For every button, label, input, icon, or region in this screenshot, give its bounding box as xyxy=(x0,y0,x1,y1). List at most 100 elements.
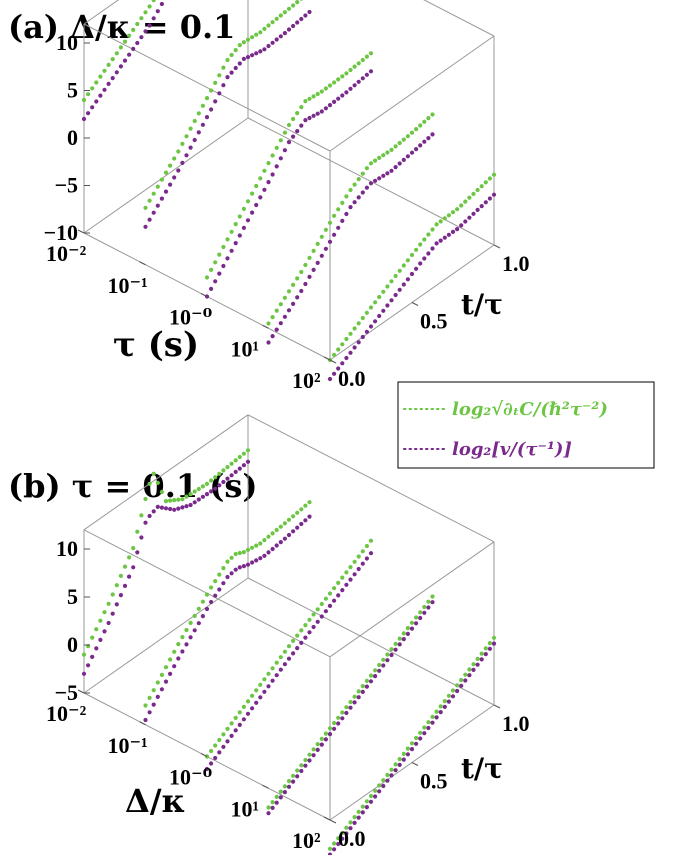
data-point xyxy=(336,841,341,847)
data-point xyxy=(270,531,275,536)
data-point xyxy=(274,145,279,150)
data-point xyxy=(213,80,218,85)
data-point xyxy=(319,89,324,94)
data-point xyxy=(270,805,275,811)
data-point xyxy=(204,115,210,120)
data-point xyxy=(143,10,148,15)
data-point xyxy=(323,246,328,251)
data-point xyxy=(282,536,287,541)
data-point xyxy=(282,30,287,36)
data-point xyxy=(241,206,246,211)
data-point xyxy=(409,150,415,155)
data-point xyxy=(414,147,419,152)
data-point xyxy=(151,210,156,215)
data-point xyxy=(344,710,349,716)
data-point xyxy=(258,556,263,561)
data-point xyxy=(471,662,476,667)
data-point xyxy=(110,611,115,616)
data-point xyxy=(295,0,300,5)
x-tick-mark xyxy=(323,816,331,821)
data-point xyxy=(401,637,406,642)
data-point xyxy=(344,570,349,575)
data-point xyxy=(237,565,242,570)
data-point xyxy=(278,540,283,545)
data-point xyxy=(237,233,242,238)
data-point xyxy=(135,21,140,27)
legend-item-green: log₂√∂ₜC/(ℏ²τ⁻²) xyxy=(403,399,608,420)
data-point xyxy=(315,260,320,265)
data-point xyxy=(196,606,201,611)
data-point xyxy=(418,610,423,615)
data-point xyxy=(229,555,234,560)
data-point xyxy=(459,677,464,683)
data-point xyxy=(340,74,345,79)
data-point xyxy=(368,161,374,166)
data-point xyxy=(217,587,222,592)
data-point xyxy=(237,61,242,66)
data-point xyxy=(196,497,201,502)
data-point xyxy=(147,710,152,715)
data-point xyxy=(278,302,283,307)
data-point xyxy=(332,598,337,603)
data-point xyxy=(368,324,374,329)
data-point xyxy=(467,667,472,672)
data-point xyxy=(344,831,349,836)
data-point xyxy=(225,739,230,744)
data-point xyxy=(250,35,255,40)
data-point xyxy=(172,156,177,161)
data-point xyxy=(336,580,341,586)
data-point xyxy=(266,550,271,555)
y-tick-mark xyxy=(411,762,419,766)
z-tick-label: 5 xyxy=(67,584,78,609)
data-point xyxy=(282,790,287,795)
data-point xyxy=(385,303,390,308)
data-point xyxy=(344,90,349,95)
data-point xyxy=(381,663,386,668)
data-point xyxy=(200,599,205,604)
data-point xyxy=(352,326,357,331)
data-point xyxy=(81,652,87,657)
data-point xyxy=(225,256,230,261)
data-point xyxy=(274,527,279,533)
data-point xyxy=(274,800,279,805)
data-point xyxy=(455,688,460,694)
data-point xyxy=(151,688,156,693)
data-point xyxy=(360,810,365,815)
data-point xyxy=(360,334,365,340)
data-point xyxy=(291,779,296,784)
data-point xyxy=(303,623,308,628)
data-point xyxy=(221,468,226,473)
data-point xyxy=(204,96,210,101)
legend-label-purple: log₂[v/(τ⁻¹)] xyxy=(452,439,572,460)
data-point xyxy=(155,480,160,485)
data-point xyxy=(295,768,300,773)
data-point xyxy=(414,621,419,626)
x-tick-label: 10⁻⁰ xyxy=(169,765,213,790)
data-point xyxy=(159,1,164,7)
data-point xyxy=(151,191,156,196)
data-point xyxy=(463,199,468,204)
data-point xyxy=(373,668,378,673)
box-edge xyxy=(247,577,495,706)
data-point xyxy=(118,593,123,598)
data-point xyxy=(270,334,275,339)
data-point xyxy=(168,657,173,662)
data-point xyxy=(471,211,476,216)
data-point xyxy=(307,630,312,635)
data-point xyxy=(139,16,144,21)
data-point xyxy=(364,799,369,804)
data-point xyxy=(180,649,185,654)
data-point xyxy=(155,184,160,189)
data-point xyxy=(373,158,378,163)
data-point xyxy=(307,274,312,279)
data-point xyxy=(209,107,214,112)
data-point xyxy=(311,94,316,99)
data-point xyxy=(348,331,353,336)
data-point xyxy=(381,289,386,294)
data-point xyxy=(122,39,128,44)
data-point xyxy=(278,655,283,660)
data-point xyxy=(291,116,296,122)
data-point xyxy=(303,635,308,640)
data-point xyxy=(340,710,345,715)
